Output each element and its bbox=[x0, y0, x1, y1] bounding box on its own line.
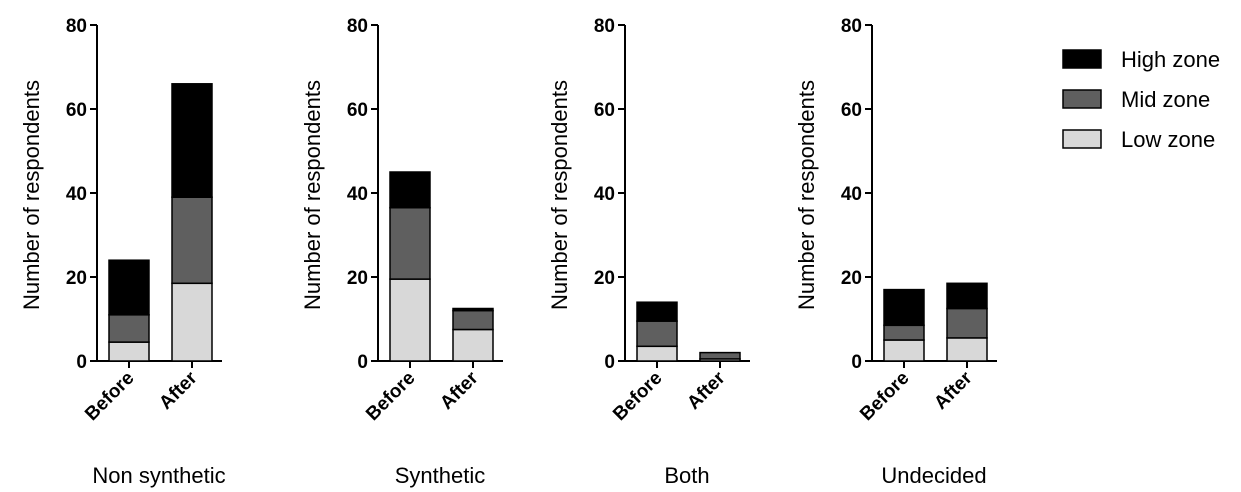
y-tick-label: 60 bbox=[594, 100, 615, 121]
bar-segment-low-zone-after bbox=[452, 328, 494, 362]
y-tick-label: 40 bbox=[347, 184, 368, 205]
legend-swatch bbox=[1062, 89, 1102, 109]
y-axis-label: Number of respondents bbox=[19, 80, 44, 310]
y-tick-label: 20 bbox=[841, 268, 862, 289]
y-tick-label: 40 bbox=[841, 184, 862, 205]
bar-segment-mid-zone-after bbox=[699, 351, 741, 360]
bar-segment-mid-zone-after bbox=[452, 309, 494, 331]
group-title: Undecided bbox=[881, 463, 986, 488]
legend-swatch bbox=[1062, 49, 1102, 69]
bar-segment-mid-zone-before bbox=[108, 314, 150, 343]
legend-label: High zone bbox=[1121, 47, 1220, 72]
bar-segment-high-zone-before bbox=[883, 288, 925, 327]
legend-item-high-zone: High zone bbox=[1062, 47, 1220, 72]
legend: High zone Mid zone Low zone bbox=[1062, 47, 1220, 152]
bar-segment-mid-zone-before bbox=[883, 324, 925, 341]
legend-label: Low zone bbox=[1121, 127, 1215, 152]
y-tick-label: 0 bbox=[76, 352, 87, 373]
y-tick-label: 80 bbox=[347, 16, 368, 37]
y-tick-label: 20 bbox=[347, 268, 368, 289]
y-tick-label: 80 bbox=[841, 16, 862, 37]
bar-segment-low-zone-before bbox=[389, 278, 431, 362]
panel-synthetic: 0 20 40 60 80 Number of respondents Before Afte… bbox=[300, 16, 503, 488]
group-title: Synthetic bbox=[395, 463, 486, 488]
bar-segment-mid-zone-after bbox=[946, 307, 988, 339]
group-title: Non synthetic bbox=[92, 463, 225, 488]
bar-segment-low-zone-before bbox=[883, 339, 925, 362]
y-tick-label: 20 bbox=[594, 268, 615, 289]
legend-item-low-zone: Low zone bbox=[1062, 127, 1215, 152]
x-tick-label-after: After bbox=[436, 367, 483, 414]
bar-segment-low-zone-before bbox=[108, 341, 150, 362]
x-tick-label-after: After bbox=[683, 367, 730, 414]
y-tick-label: 0 bbox=[851, 352, 862, 373]
bar-segment-low-zone-before bbox=[636, 345, 678, 362]
y-tick-label: 60 bbox=[841, 100, 862, 121]
bar-segment-high-zone-before bbox=[108, 259, 150, 316]
y-tick-label: 60 bbox=[347, 100, 368, 121]
bar-segment-high-zone-before bbox=[389, 171, 431, 209]
bar-segment-mid-zone-before bbox=[636, 320, 678, 348]
x-tick-label-after: After bbox=[930, 367, 977, 414]
x-tick-label-before: Before bbox=[609, 368, 666, 425]
y-axis-label: Number of respondents bbox=[794, 80, 819, 310]
panel-undecided: 0 20 40 60 80 Number of respondents Before Afte… bbox=[794, 16, 997, 488]
y-tick-label: 40 bbox=[66, 184, 87, 205]
y-tick-label: 60 bbox=[66, 100, 87, 121]
y-axis-label: Number of respondents bbox=[547, 80, 572, 310]
x-tick-label-after: After bbox=[155, 367, 202, 414]
legend-item-mid-zone: Mid zone bbox=[1062, 87, 1210, 112]
bar-segment-high-zone-after bbox=[452, 307, 494, 312]
y-tick-label: 0 bbox=[357, 352, 368, 373]
bar-segment-high-zone-after bbox=[946, 282, 988, 310]
y-tick-label: 0 bbox=[604, 352, 615, 373]
bar-segment-mid-zone-before bbox=[389, 206, 431, 280]
bar-segment-high-zone-after bbox=[171, 83, 213, 198]
x-tick-label-before: Before bbox=[81, 368, 138, 425]
group-title: Both bbox=[664, 463, 709, 488]
x-tick-label-before: Before bbox=[362, 368, 419, 425]
panel-non-synthetic: 0 20 40 60 80 Number of respondents Before Afte… bbox=[19, 16, 226, 488]
y-tick-label: 20 bbox=[66, 268, 87, 289]
panel-both: 0 20 40 60 80 Number of respondents Before Afte… bbox=[547, 16, 750, 488]
y-tick-label: 40 bbox=[594, 184, 615, 205]
bar-segment-low-zone-after bbox=[171, 282, 213, 362]
bar-segment-mid-zone-after bbox=[171, 196, 213, 285]
bar-segment-high-zone-before bbox=[636, 301, 678, 322]
bar-segment-low-zone-after bbox=[946, 337, 988, 362]
y-tick-label: 80 bbox=[594, 16, 615, 37]
legend-swatch bbox=[1062, 129, 1102, 149]
legend-label: Mid zone bbox=[1121, 87, 1210, 112]
y-axis-label: Number of respondents bbox=[300, 80, 325, 310]
y-tick-label: 80 bbox=[66, 16, 87, 37]
x-tick-label-before: Before bbox=[856, 368, 913, 425]
